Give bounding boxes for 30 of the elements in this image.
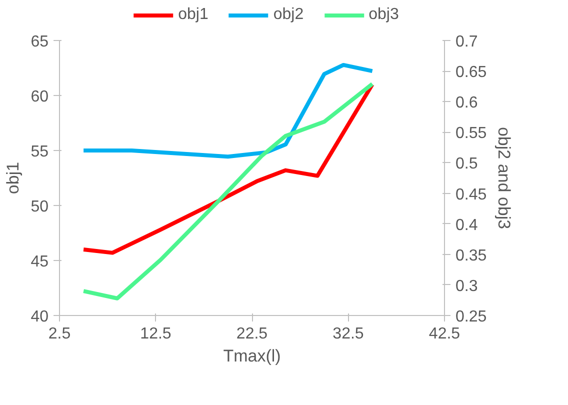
y2-tick-label: 0.4 — [456, 216, 478, 234]
y-tick-label: 45 — [30, 254, 49, 270]
x-tick-label: 2.5 — [48, 326, 71, 342]
line-series — [82, 62, 374, 159]
x-axis-title: Tmax(l) — [223, 346, 281, 366]
y2-tick-label: 0.7 — [456, 34, 478, 50]
x-tick-label: 22.5 — [236, 326, 268, 342]
y-tick-label: 50 — [30, 198, 49, 216]
y2-tick-label: 0.25 — [456, 308, 487, 326]
line-series — [82, 82, 374, 255]
legend-label: obj1 — [178, 6, 208, 24]
y2-axis-title: obj2 and obj3 — [494, 126, 514, 230]
y2-tick-label: 0.65 — [456, 64, 487, 82]
y-tick-label: 55 — [30, 144, 49, 160]
y-axis-title: obj1 — [4, 162, 23, 194]
legend-label: obj2 — [273, 6, 304, 24]
y2-tick-label: 0.3 — [456, 278, 478, 295]
y2-tick-label: 0.5 — [456, 156, 478, 173]
y-tick-label: 65 — [30, 34, 49, 50]
y-tick-label: 60 — [30, 88, 49, 106]
x-tick-label: 12.5 — [140, 326, 172, 342]
y2-tick-label: 0.55 — [456, 125, 487, 142]
line-series — [82, 82, 374, 300]
x-tick-label: 32.5 — [332, 326, 364, 342]
y2-tick-label: 0.45 — [456, 186, 487, 204]
y-tick-label: 40 — [30, 308, 49, 326]
y2-tick-label: 0.35 — [456, 247, 487, 264]
y2-tick-label: 0.6 — [456, 94, 478, 112]
legend-label: obj3 — [368, 6, 399, 24]
x-tick-label: 42.5 — [428, 326, 460, 342]
